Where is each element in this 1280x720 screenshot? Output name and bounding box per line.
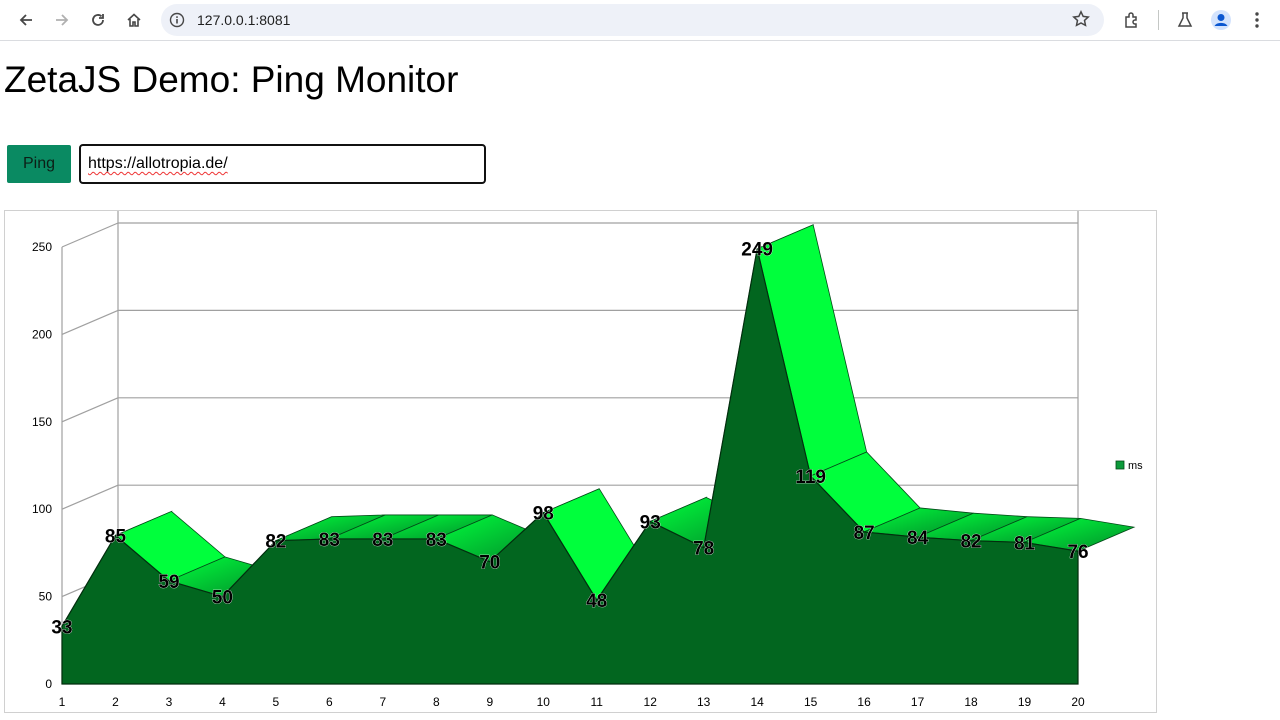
x-tick-label: 15	[804, 695, 818, 709]
data-label: 82	[265, 532, 286, 553]
site-info-icon[interactable]	[169, 12, 185, 28]
x-tick-label: 14	[750, 695, 764, 709]
x-tick-label: 12	[644, 695, 658, 709]
x-tick-label: 11	[591, 695, 604, 709]
toolbar-separator	[1158, 10, 1159, 30]
ping-button[interactable]: Ping	[7, 145, 71, 183]
data-label: 83	[372, 530, 393, 551]
data-label: 87	[854, 523, 875, 544]
data-label: 83	[319, 530, 340, 551]
data-label: 119	[795, 467, 826, 488]
area-series-ms	[61, 248, 1079, 685]
x-tick-label: 13	[697, 695, 711, 709]
x-tick-label: 16	[857, 695, 871, 709]
x-tick-label: 2	[112, 695, 119, 709]
back-icon[interactable]	[14, 8, 38, 32]
x-tick-label: 17	[911, 695, 925, 709]
data-label: 59	[158, 572, 179, 593]
address-text[interactable]: 127.0.0.1:8081	[197, 12, 291, 28]
page-title: ZetaJS Demo: Ping Monitor	[4, 59, 459, 100]
data-label: 81	[1014, 533, 1036, 554]
extensions-icon[interactable]	[1120, 8, 1144, 32]
ping-chart: 33 85 59 50 82 83 83 83 70 98 48 93 78 249 119 87 84 82 81…	[4, 197, 1157, 713]
y-tick-label: 0	[45, 677, 52, 691]
y-tick-label: 50	[39, 590, 53, 604]
gridline-side	[61, 484, 119, 510]
x-tick-label: 19	[1018, 695, 1032, 709]
url-input[interactable]: https://allotropia.de/	[79, 144, 486, 184]
home-icon[interactable]	[122, 8, 146, 32]
legend-swatch	[1115, 460, 1125, 470]
data-label: 76	[1067, 542, 1088, 563]
bookmark-star-icon[interactable]	[1072, 10, 1090, 33]
x-tick-label: 3	[166, 695, 173, 709]
data-label: 98	[533, 504, 554, 525]
data-label: 249	[741, 240, 773, 261]
menu-icon[interactable]	[1245, 8, 1269, 32]
y-tick-label: 150	[32, 415, 52, 429]
x-tick-label: 20	[1071, 695, 1085, 709]
browser-toolbar: 127.0.0.1:8081	[0, 0, 1280, 41]
y-tick-label: 200	[32, 327, 52, 341]
x-tick-label: 4	[219, 695, 226, 709]
y-tick-label: 250	[32, 240, 52, 254]
data-label: 83	[426, 530, 447, 551]
data-label: 84	[907, 528, 929, 549]
data-label: 93	[640, 512, 661, 533]
x-tick-label: 8	[433, 695, 440, 709]
legend-label: ms	[1128, 460, 1143, 472]
data-label: 82	[960, 532, 981, 553]
data-label: 33	[51, 617, 72, 638]
gridline-side	[61, 309, 119, 335]
data-label: 48	[586, 591, 607, 612]
x-tick-label: 1	[59, 695, 66, 709]
address-bar[interactable]: 127.0.0.1:8081	[161, 4, 1104, 36]
url-input-value: https://allotropia.de/	[88, 155, 228, 172]
gridline-side	[61, 397, 119, 423]
x-tick-label: 6	[326, 695, 333, 709]
profile-icon[interactable]	[1209, 8, 1233, 32]
data-label: 70	[479, 553, 500, 574]
labs-icon[interactable]	[1173, 8, 1197, 32]
gridline-side	[61, 222, 119, 248]
area-front-surface	[61, 248, 1079, 685]
x-tick-label: 10	[537, 695, 551, 709]
x-tick-label: 5	[273, 695, 280, 709]
x-tick-label: 7	[379, 695, 386, 709]
page-content: ZetaJS Demo: Ping Monitor Ping https://a…	[0, 41, 1280, 720]
data-labels: 33 85 59 50 82 83 83 83 70 98 48 93 78 249 119 87 84 82 81…	[51, 239, 1089, 638]
x-tick-label: 9	[486, 695, 493, 709]
y-tick-label: 100	[32, 502, 52, 516]
reload-icon[interactable]	[86, 8, 110, 32]
data-label: 85	[105, 526, 127, 547]
data-label: 50	[212, 588, 233, 609]
data-label: 78	[693, 539, 714, 560]
forward-icon[interactable]	[50, 8, 74, 32]
x-tick-label: 18	[964, 695, 978, 709]
chart-legend: ms	[1115, 460, 1143, 472]
